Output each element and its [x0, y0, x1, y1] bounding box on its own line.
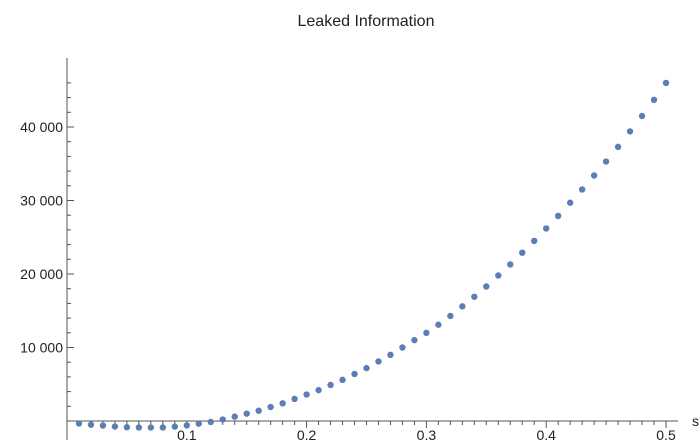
data-point [411, 336, 418, 344]
y-tick-label: 20 000 [20, 266, 63, 282]
x-tick-label: 0.4 [536, 427, 556, 443]
data-point [171, 423, 179, 430]
x-tick-label: 0.5 [656, 427, 676, 443]
y-tick-label: 40 000 [20, 119, 63, 135]
data-point [471, 293, 478, 300]
data-point [375, 358, 382, 365]
data-point [387, 351, 394, 359]
data-point [566, 199, 574, 206]
data-point [543, 225, 550, 232]
data-point [662, 79, 670, 87]
data-point [327, 381, 334, 389]
data-point [339, 376, 346, 384]
data-point [123, 424, 131, 431]
data-point [147, 424, 155, 431]
data-point [554, 212, 562, 220]
y-tick-label: 10 000 [20, 340, 63, 356]
data-point [99, 422, 107, 429]
y-tick-label: 30 000 [20, 193, 63, 209]
data-point [447, 312, 454, 320]
data-point [231, 413, 238, 420]
x-tick-label: 0.3 [417, 427, 437, 443]
data-points [75, 79, 670, 431]
data-point [267, 403, 274, 411]
data-point [399, 344, 406, 351]
data-point [495, 272, 502, 279]
data-point [614, 143, 622, 151]
data-point [195, 420, 202, 427]
data-point [459, 303, 466, 310]
x-tick-label: 0.1 [177, 427, 197, 443]
data-point [243, 410, 250, 417]
data-point [87, 421, 95, 428]
data-point [435, 321, 442, 328]
data-point [363, 364, 370, 372]
data-point [519, 249, 526, 256]
data-point [75, 420, 83, 427]
data-point [279, 400, 286, 407]
data-point [578, 186, 586, 193]
data-point [291, 395, 298, 403]
data-point [159, 424, 167, 431]
data-point [531, 237, 538, 245]
data-point [650, 96, 658, 104]
data-point [135, 424, 143, 431]
data-point [303, 391, 310, 398]
axis-ticks: 0.1 0.2 0.3 0.4 0.5 10 000 20 000 30 000 40 000 [20, 82, 676, 443]
data-point [111, 423, 119, 430]
data-point [219, 416, 226, 423]
data-point [315, 386, 322, 394]
data-point [423, 329, 430, 336]
chart-title: Leaked Information [298, 13, 435, 30]
data-point [255, 407, 262, 414]
data-point [507, 261, 514, 268]
data-point [638, 112, 646, 120]
data-point [207, 418, 214, 426]
data-point [602, 158, 610, 165]
data-point [483, 283, 490, 290]
x-tick-label: 0.2 [297, 427, 317, 443]
data-point [351, 370, 358, 378]
data-point [626, 128, 634, 135]
data-point [183, 422, 190, 429]
x-axis-label: s [692, 413, 699, 429]
data-point [590, 172, 598, 179]
